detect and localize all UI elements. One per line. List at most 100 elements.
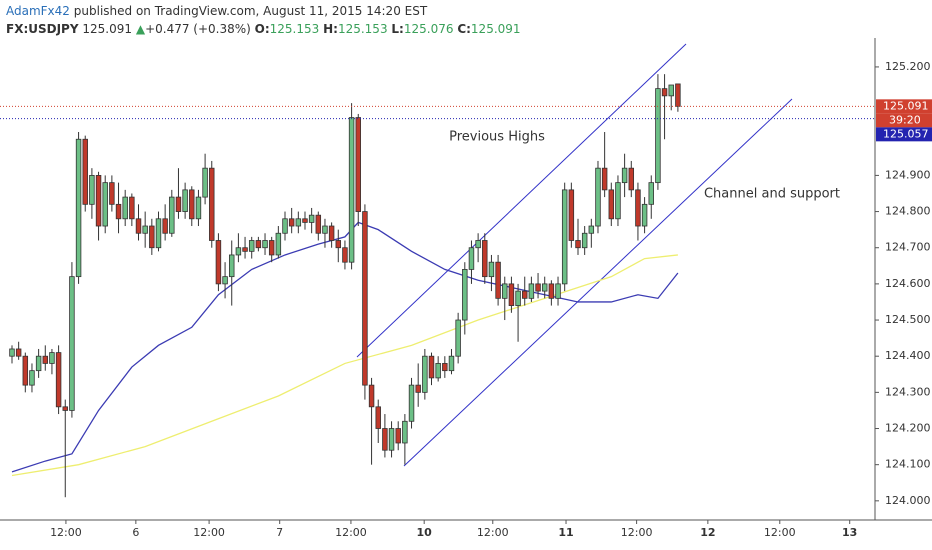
candle-body [348, 117, 355, 263]
x-tick-label: 11 [558, 526, 573, 539]
candle-body [482, 240, 488, 278]
candle-body [508, 283, 515, 306]
candle-body [462, 269, 468, 321]
candle-body [595, 167, 601, 227]
y-tick-label: 125.200 [885, 60, 931, 73]
author[interactable]: AdamFx42 [6, 4, 70, 18]
candle-body [62, 406, 68, 411]
candle-body [368, 384, 375, 408]
candle-body [195, 196, 202, 220]
candle-body [621, 167, 628, 184]
y-tick-label: 124.400 [885, 349, 931, 362]
candle-body [375, 406, 381, 429]
candle-body [575, 240, 581, 249]
candle-body [388, 428, 395, 451]
symbol-line: FX:USDJPY 125.091 ▲+0.477 (+0.38%) O:125… [6, 22, 521, 36]
candle-body [202, 167, 208, 198]
o: 125.153 [270, 22, 320, 36]
x-tick-label: 12:00 [764, 526, 796, 539]
candle-body [102, 182, 108, 227]
candle-body [15, 348, 22, 357]
x-tick-label: 7 [276, 526, 283, 539]
candle-body [95, 175, 102, 227]
h-label: H: [323, 22, 338, 36]
candle-body [135, 218, 142, 234]
candle-body [581, 232, 588, 249]
candle-body [568, 189, 575, 241]
candle-body [275, 232, 282, 256]
y-tick-label: 124.900 [885, 168, 931, 181]
candle-body [235, 247, 242, 256]
candle-body [448, 355, 455, 372]
candle-body [555, 283, 561, 299]
candle-body [561, 189, 568, 285]
candle-body [495, 261, 501, 299]
l-label: L: [391, 22, 403, 36]
change: +0.477 (+0.38%) [145, 22, 251, 36]
candle-body [222, 276, 228, 285]
candle-body [149, 225, 155, 249]
candle-body [408, 384, 415, 422]
channel-lower [403, 98, 793, 467]
candle-body [189, 189, 195, 220]
x-tick-label: 12 [700, 526, 715, 539]
candle-body [382, 428, 388, 451]
countdown: 39:20 [889, 113, 921, 126]
y-tick-label: 124.100 [885, 458, 931, 471]
candle-body [49, 352, 55, 364]
y-tick-label: 124.300 [885, 385, 931, 398]
candle-body [541, 283, 548, 292]
x-tick-label: 12:00 [193, 526, 225, 539]
candle-body [175, 196, 182, 212]
candle-body [635, 189, 641, 227]
candle-body [322, 225, 328, 234]
candle-body [248, 240, 255, 252]
c-label: C: [457, 22, 471, 36]
o-label: O: [255, 22, 270, 36]
candle-body [648, 182, 654, 205]
annotation: Channel and support [704, 187, 840, 202]
candle-body [242, 247, 248, 252]
candle-body [608, 189, 615, 220]
candle-body [115, 203, 122, 220]
h: 125.153 [338, 22, 388, 36]
channel-upper [356, 43, 687, 358]
candle-body [215, 240, 222, 285]
candle-body [169, 196, 175, 234]
candle-body [522, 290, 528, 299]
candle-body [335, 240, 342, 249]
candle-body [29, 370, 35, 386]
candle-body [69, 276, 75, 411]
candle-body [129, 196, 135, 220]
candle-body [548, 283, 555, 299]
price-label: 125.057 [883, 127, 929, 140]
candle-body [442, 363, 448, 372]
moving-average [11, 254, 678, 477]
candle-body [535, 283, 541, 292]
candle-body [488, 261, 495, 278]
candle-body [255, 240, 262, 249]
candle-body [268, 240, 275, 256]
candle-body [601, 167, 608, 191]
y-tick-label: 124.700 [885, 241, 931, 254]
candle-body [182, 189, 188, 212]
price-label-box [876, 127, 932, 142]
y-tick-label: 124.600 [885, 277, 931, 290]
candle-body [502, 283, 508, 299]
candle-body [402, 420, 408, 444]
candle-body [75, 138, 82, 278]
candle-body [155, 218, 162, 249]
candle-body [675, 83, 681, 107]
candle-body [661, 88, 668, 97]
candle-body [362, 211, 368, 386]
candle-body [342, 247, 348, 263]
countdown-box [876, 113, 932, 128]
candle-body [528, 283, 535, 299]
c: 125.091 [471, 22, 521, 36]
symbol: FX:USDJPY [6, 22, 79, 36]
candle-body [209, 167, 215, 241]
y-tick-label: 124.500 [885, 313, 931, 326]
x-tick-label: 6 [132, 526, 139, 539]
y-tick-label: 124.800 [885, 205, 931, 218]
price-label: 125.091 [883, 99, 929, 112]
